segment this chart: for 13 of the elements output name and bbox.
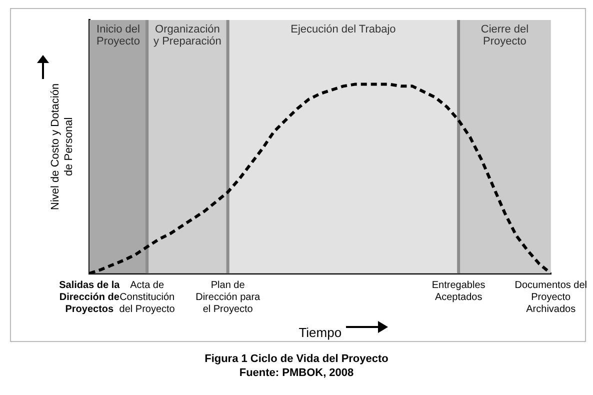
band-label: Organización y Preparación bbox=[154, 24, 222, 48]
text: Figura 1 Ciclo de Vida del Proyecto bbox=[204, 353, 390, 365]
x-tick-label: Acta de Constitución del Proyecto bbox=[119, 280, 176, 316]
x-tick-label: Plan de Dirección para el Proyecto bbox=[196, 280, 261, 316]
x-tick-label: Documentos del Proyecto Archivados bbox=[514, 280, 587, 316]
band-label: Cierre del Proyecto bbox=[480, 24, 529, 48]
band-label: Ejecución del Trabajo bbox=[290, 24, 396, 36]
x-axis-title: Tiempo bbox=[298, 324, 342, 340]
band-label: Inicio del Proyecto bbox=[96, 24, 140, 48]
y-axis-title: Nivel de Costo y Dotación de Personal bbox=[50, 83, 75, 210]
x-tick-label: Entregables Aceptados bbox=[432, 280, 486, 304]
text: Fuente: PMBOK, 2008 bbox=[238, 367, 355, 379]
x-tick-label: Salidas de la Dirección de Proyectos bbox=[59, 280, 120, 316]
